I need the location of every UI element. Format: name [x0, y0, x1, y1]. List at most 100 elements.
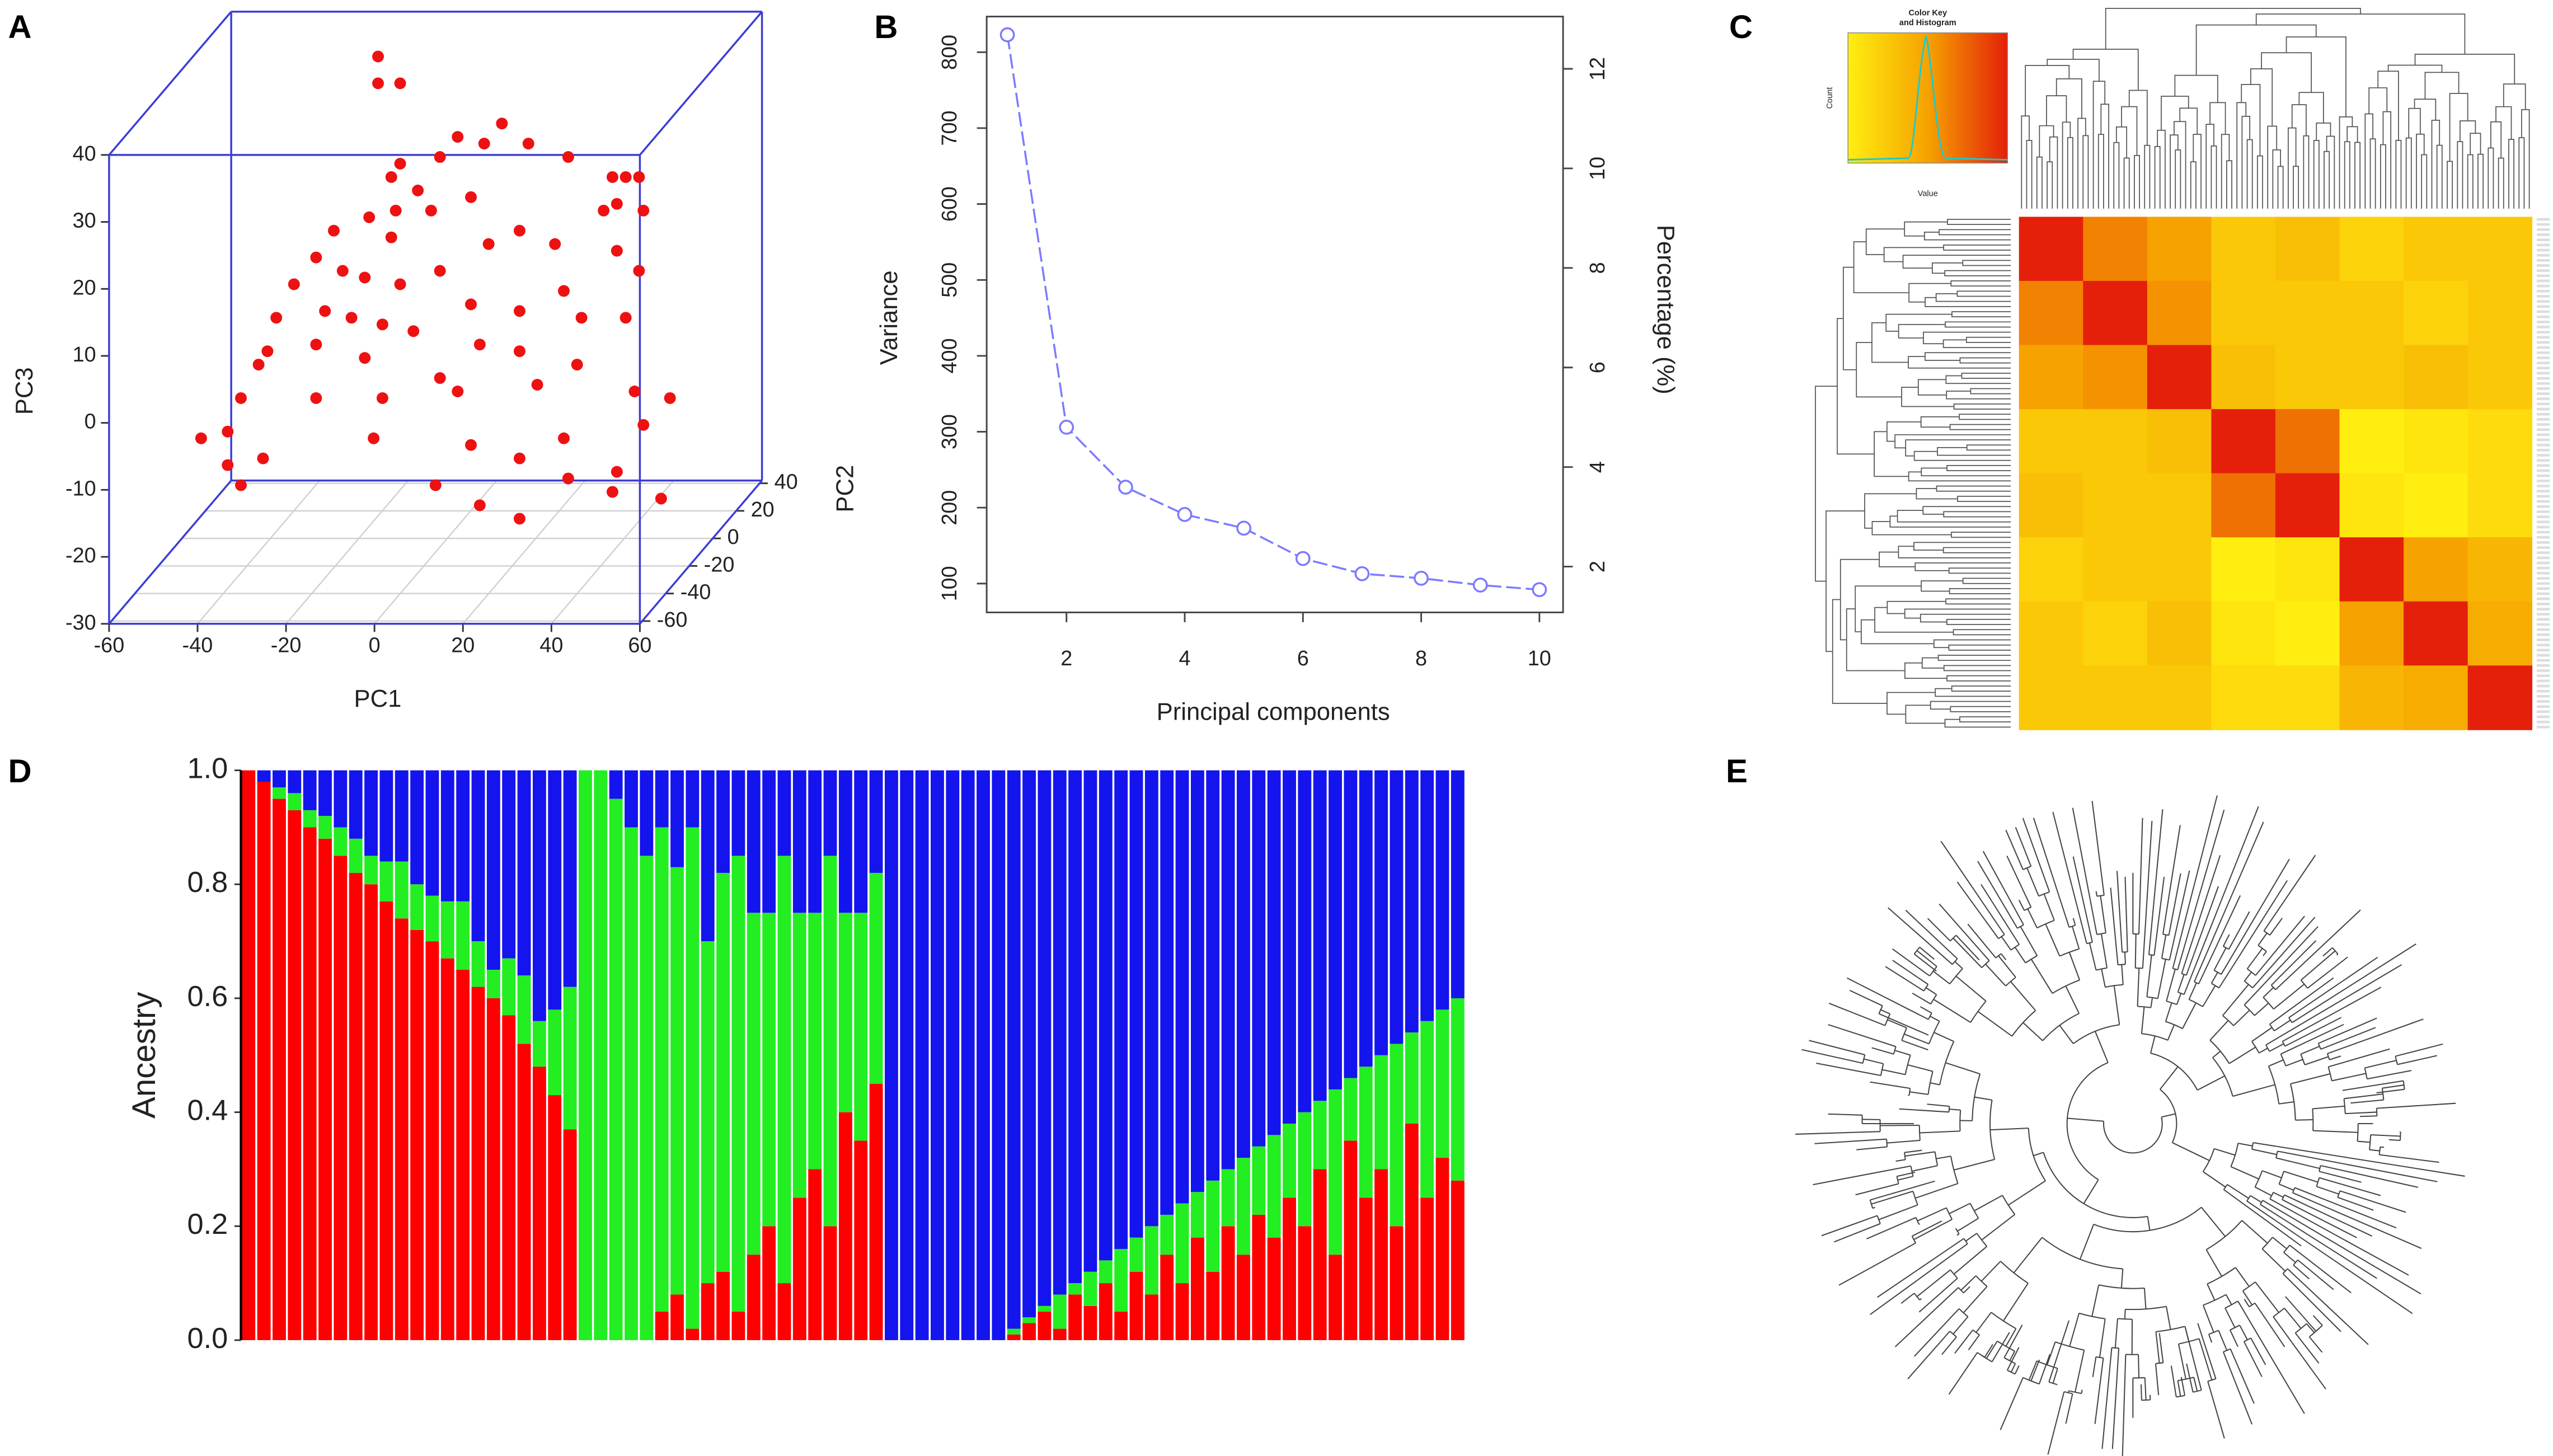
tree-branch — [2159, 1066, 2179, 1090]
dendrogram-branch — [2250, 84, 2261, 156]
tree-arc — [2269, 1023, 2275, 1031]
dendrogram-branch — [1871, 528, 1952, 536]
z-axis-title: PC3 — [11, 367, 38, 415]
bar-segment — [1313, 1169, 1327, 1340]
dendrogram-branch — [1901, 397, 1954, 407]
dendrogram-branch — [2387, 111, 2392, 209]
tree-branch — [1963, 1286, 1970, 1294]
dendrogram-branch — [2316, 36, 2346, 117]
dendrogram-branch — [2082, 135, 2086, 209]
tree-branch — [2225, 1308, 2236, 1328]
bar-segment — [869, 1083, 883, 1340]
dendrogram-branch — [2039, 156, 2043, 209]
tree-branch — [1879, 1013, 1929, 1036]
line — [1006, 34, 1540, 591]
dendrogram-branch — [2053, 136, 2058, 209]
tree-arc — [1913, 947, 1921, 955]
tree-branch — [2170, 1365, 2177, 1397]
tree-branch — [2166, 1306, 2171, 1330]
bar-segment — [1068, 1283, 1082, 1295]
tree-branch — [1870, 1243, 1968, 1316]
tree-branch — [1814, 1138, 1887, 1144]
tree-arc — [2177, 992, 2185, 995]
tree-branch — [1998, 955, 2016, 978]
dendrogram-branch — [2449, 93, 2459, 162]
tree-branch — [2273, 1316, 2326, 1389]
bar-segment — [1129, 1271, 1143, 1340]
dendrogram-branch — [1951, 311, 2011, 314]
dendrogram-branch — [2129, 106, 2138, 156]
bar-segment — [900, 770, 914, 1340]
y-tick-label: 0.6 — [187, 980, 228, 1013]
tree-branch — [1930, 1082, 1940, 1086]
tree-branch — [2397, 1055, 2437, 1065]
dendrogram-branch — [1921, 472, 2011, 477]
tree-branch — [2251, 1027, 2273, 1042]
tree-branch — [2286, 1059, 2303, 1067]
tree-branch — [1894, 1287, 1959, 1347]
tree-branch — [2043, 894, 2055, 921]
tree-branch — [1927, 1103, 1950, 1107]
tree-arc — [2042, 1237, 2123, 1270]
dendrogram-branch — [2241, 116, 2246, 209]
tree-arc — [1977, 1352, 1985, 1358]
dendrogram-branch — [1962, 262, 2011, 266]
heat-cell — [2404, 409, 2468, 474]
dendrogram-branch — [1898, 552, 2011, 558]
tree-arc — [1972, 1073, 1981, 1121]
tree-arc — [1948, 1106, 1950, 1112]
tree-arc — [1928, 1021, 1940, 1044]
y-tick-label: 20 — [751, 498, 775, 522]
bar-segment — [716, 770, 730, 873]
tree-branch — [2208, 1334, 2213, 1343]
bar-segment — [1283, 770, 1296, 1124]
color-key-xlabel: Value — [1918, 190, 1938, 199]
heat-cell — [2339, 537, 2404, 602]
tree-arc — [2402, 1081, 2405, 1089]
tree-arc — [2189, 999, 2203, 1007]
tree-arc — [2288, 1017, 2293, 1023]
tree-arc — [2246, 1195, 2251, 1201]
dendrogram-branch — [1922, 510, 1944, 515]
dendrogram-branch — [1939, 229, 2011, 232]
bar-segment — [502, 770, 516, 959]
tree-branch — [2327, 1018, 2424, 1054]
bar-segment — [1374, 1169, 1388, 1340]
bar-segment — [1405, 770, 1419, 1033]
y-tick-label: 200 — [938, 490, 961, 525]
bar-segment — [1099, 770, 1113, 1261]
bar-segment — [532, 1021, 546, 1067]
tree-branch — [2183, 806, 2259, 995]
dendrogram-branch — [2421, 154, 2424, 209]
dendrogram-branch — [1832, 599, 1841, 652]
bar-segment — [1252, 1146, 1266, 1215]
dendrogram-branch — [1908, 293, 1926, 303]
dendrogram-branch — [2405, 137, 2409, 209]
tree-branch — [2185, 1328, 2202, 1391]
color-key-title: Color Key — [1908, 9, 1947, 18]
tree-branch — [1963, 1286, 1988, 1313]
dendrogram-branch — [2261, 68, 2273, 126]
bar-segment — [1160, 770, 1174, 1215]
tree-branch — [1920, 1006, 1932, 1014]
dendrogram-branch — [2267, 125, 2273, 209]
tree-branch — [2232, 1084, 2275, 1097]
dendrogram-branch — [2311, 92, 2324, 123]
bar-segment — [364, 884, 378, 1340]
tree-branch — [2222, 934, 2230, 947]
y-tick-label: 800 — [938, 35, 961, 70]
point — [376, 392, 388, 404]
tree-branch — [2186, 1363, 2194, 1393]
heat-cell — [2275, 665, 2340, 730]
tree-arc — [2289, 1083, 2296, 1120]
tree-arc — [2165, 1021, 2183, 1030]
z-tick-label: 20 — [73, 276, 96, 299]
tree-branch — [2177, 1344, 2186, 1379]
dendrogram-branch — [2049, 136, 2054, 162]
tree-branch — [2243, 1341, 2263, 1377]
tree-branch — [2288, 956, 2378, 1018]
heat-cell — [2467, 537, 2533, 602]
heat-cell — [2467, 665, 2533, 730]
dendrogram-branch — [1913, 455, 2011, 461]
x-tick-label: -40 — [182, 634, 213, 657]
